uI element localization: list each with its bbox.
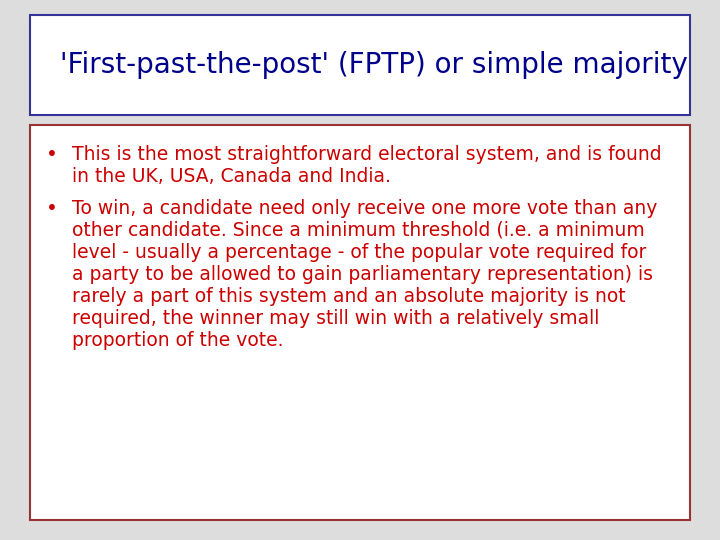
Text: •: • bbox=[46, 199, 58, 218]
Text: required, the winner may still win with a relatively small: required, the winner may still win with … bbox=[72, 309, 599, 328]
Text: proportion of the vote.: proportion of the vote. bbox=[72, 331, 284, 350]
Text: level - usually a percentage - of the popular vote required for: level - usually a percentage - of the po… bbox=[72, 243, 647, 262]
Bar bbox=[30, 15, 690, 115]
Text: To win, a candidate need only receive one more vote than any: To win, a candidate need only receive on… bbox=[72, 199, 657, 218]
Text: •: • bbox=[46, 145, 58, 164]
Text: other candidate. Since a minimum threshold (i.e. a minimum: other candidate. Since a minimum thresho… bbox=[72, 221, 644, 240]
Text: in the UK, USA, Canada and India.: in the UK, USA, Canada and India. bbox=[72, 167, 391, 186]
Text: 'First-past-the-post' (FPTP) or simple majority: 'First-past-the-post' (FPTP) or simple m… bbox=[60, 51, 688, 79]
Text: This is the most straightforward electoral system, and is found: This is the most straightforward elector… bbox=[72, 145, 662, 164]
Bar bbox=[30, 125, 690, 520]
Text: rarely a part of this system and an absolute majority is not: rarely a part of this system and an abso… bbox=[72, 287, 626, 306]
Text: a party to be allowed to gain parliamentary representation) is: a party to be allowed to gain parliament… bbox=[72, 265, 653, 284]
